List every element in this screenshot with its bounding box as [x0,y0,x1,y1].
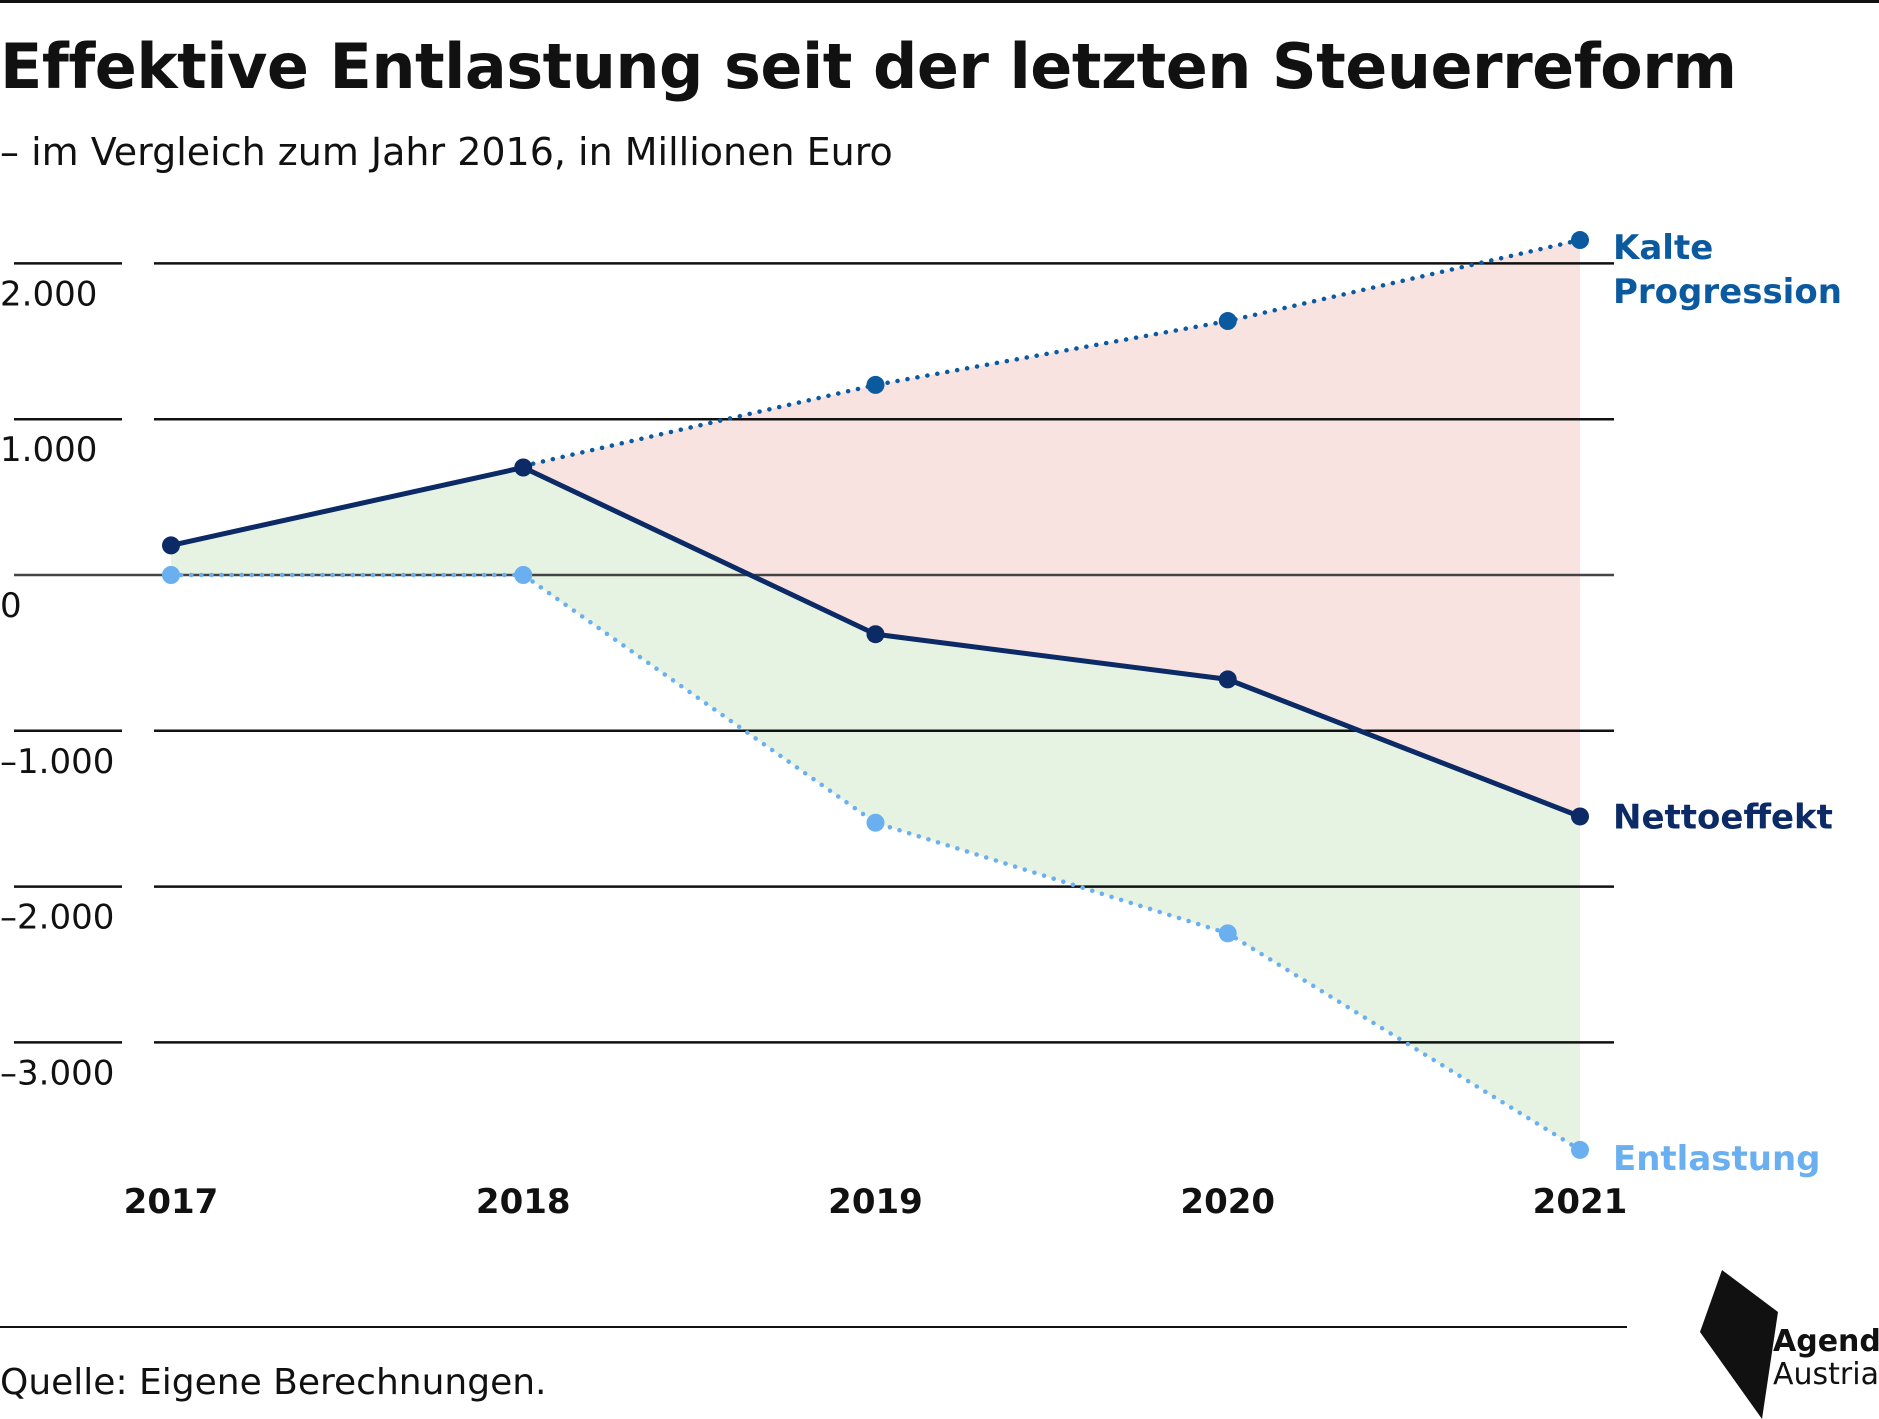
y-tick-label: –1.000 [0,742,114,782]
data-point-nettoeffekt [1571,807,1589,826]
data-point-nettoeffekt [162,536,180,555]
data-point-nettoeffekt [514,458,533,477]
y-tick-label: 2.000 [0,274,97,314]
data-point-entlastung [162,566,180,584]
series-label-kalte-progression: Progression [1613,272,1842,312]
series-label-nettoeffekt: Nettoeffekt [1613,797,1833,837]
chart-subtitle: – im Vergleich zum Jahr 2016, in Million… [0,130,893,174]
line-chart: 2.000 1.000 0 –1.000 –2.000 –3.000 2017 2018 201… [0,228,1842,1222]
area-kalte-progression [523,240,1580,817]
x-tick-label: 2018 [476,1182,571,1222]
series-label-kalte-progression: Kalte [1613,228,1713,268]
x-tick-label: 2017 [124,1182,219,1222]
data-point-kalte-progression [866,375,885,394]
series-label-entlastung: Entlastung [1613,1139,1821,1179]
top-rule [0,0,1879,3]
agenda-austria-logo-icon [1700,1270,1778,1419]
x-tick-label: 2020 [1180,1182,1275,1222]
bottom-rule [0,1326,1627,1328]
series-line-kalte-progression [521,237,1583,469]
chart-title: Effektive Entlastung seit der letzten St… [0,30,1737,103]
data-point-entlastung [866,813,885,832]
x-tick-label: 2021 [1533,1182,1628,1222]
data-point-nettoeffekt [866,625,885,644]
x-tick-label: 2019 [828,1182,923,1222]
y-tick-label: –3.000 [0,1053,114,1093]
data-point-nettoeffekt [1218,670,1237,689]
logo-line-2: Austria [1773,1357,1879,1392]
y-tick-label: 0 [0,586,22,626]
source-note: Quelle: Eigene Berechnungen. [0,1362,547,1403]
logo-line-1: Agenda [1773,1324,1879,1359]
data-point-kalte-progression [1571,231,1589,250]
logo-text: Agenda Austria [1773,1325,1879,1391]
data-point-entlastung [1571,1140,1589,1159]
y-tick-label: 1.000 [0,430,97,470]
y-tick-label: –2.000 [0,898,114,938]
data-point-entlastung [1218,924,1237,943]
data-point-kalte-progression [1218,312,1237,331]
data-point-entlastung [514,566,533,584]
area-entlastung [171,467,1580,1150]
